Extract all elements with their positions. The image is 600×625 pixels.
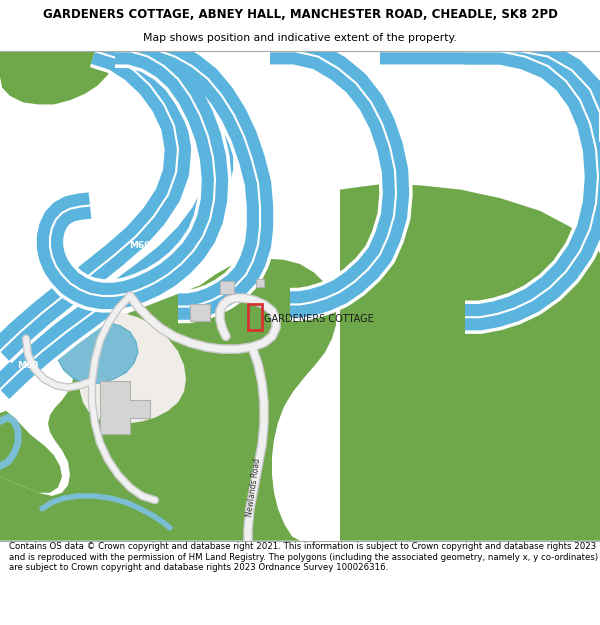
Text: M60: M60 bbox=[17, 361, 38, 369]
Polygon shape bbox=[256, 279, 264, 288]
Text: GARDENERS COTTAGE, ABNEY HALL, MANCHESTER ROAD, CHEADLE, SK8 2PD: GARDENERS COTTAGE, ABNEY HALL, MANCHESTE… bbox=[43, 8, 557, 21]
Text: M60: M60 bbox=[490, 79, 511, 88]
Polygon shape bbox=[46, 307, 80, 332]
Text: Newlands Road: Newlands Road bbox=[245, 458, 263, 518]
Text: M60: M60 bbox=[299, 111, 320, 119]
Text: Contains OS data © Crown copyright and database right 2021. This information is : Contains OS data © Crown copyright and d… bbox=[9, 542, 598, 572]
Polygon shape bbox=[0, 411, 62, 492]
Polygon shape bbox=[30, 311, 186, 424]
Polygon shape bbox=[190, 304, 210, 321]
Polygon shape bbox=[220, 281, 234, 294]
Text: M60: M60 bbox=[130, 241, 151, 251]
Polygon shape bbox=[0, 51, 115, 104]
Text: Map shows position and indicative extent of the property.: Map shows position and indicative extent… bbox=[143, 33, 457, 44]
Text: GARDENERS COTTAGE: GARDENERS COTTAGE bbox=[264, 314, 374, 324]
Polygon shape bbox=[100, 381, 150, 434]
Polygon shape bbox=[56, 322, 138, 383]
Polygon shape bbox=[0, 184, 600, 541]
